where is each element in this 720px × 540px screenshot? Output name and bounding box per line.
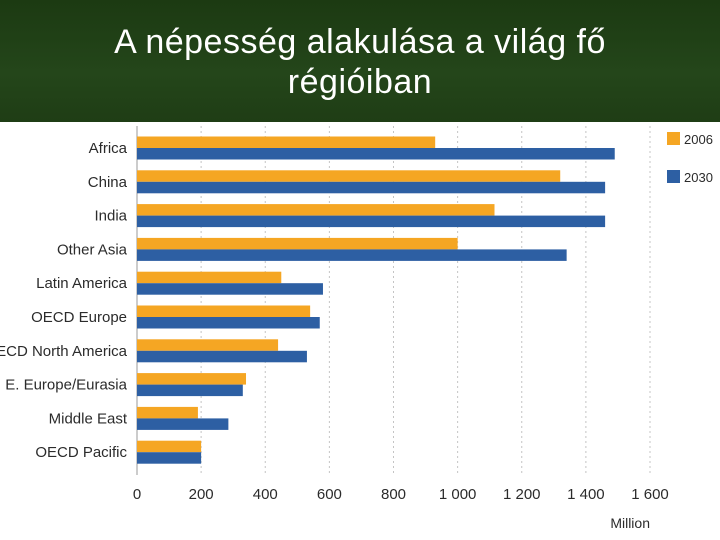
title-line-1: A népesség alakulása a világ fő — [114, 23, 606, 61]
x-tick-label: 800 — [381, 486, 406, 503]
bar-2030-africa — [137, 148, 615, 160]
category-label: OECD North America — [0, 343, 128, 360]
title-bar — [0, 0, 720, 122]
x-tick-label: 600 — [317, 486, 342, 503]
bar-2030-latin-america — [137, 283, 323, 295]
category-label: Other Asia — [57, 241, 128, 258]
x-tick-label: 1 000 — [439, 486, 477, 503]
bar-2006-china — [137, 170, 561, 182]
bar-2030-india — [137, 215, 606, 228]
bar-2030-other-asia — [137, 249, 567, 261]
x-tick-label: 1 600 — [631, 486, 669, 503]
bar-2030-middle-east — [137, 418, 229, 430]
legend-swatch-2006 — [667, 132, 680, 145]
legend-label-2030: 2030 — [684, 170, 713, 185]
bar-2006-africa — [137, 136, 436, 148]
category-label: India — [94, 208, 127, 225]
x-axis-unit: Million — [610, 515, 650, 531]
bar-2006-oecd-north-america — [137, 339, 279, 351]
bar-2006-india — [137, 204, 495, 216]
bar-2030-e-europe-eurasia — [137, 384, 243, 397]
legend-label-2006: 2006 — [684, 132, 713, 147]
category-label: Latin America — [36, 275, 128, 292]
bar-2006-middle-east — [137, 406, 198, 419]
bar-2006-latin-america — [137, 271, 282, 284]
x-tick-label: 200 — [189, 486, 214, 503]
bar-chart: Africa China India Other Asia Latin America O… — [0, 126, 713, 531]
category-label: Middle East — [49, 410, 128, 427]
bar-2006-other-asia — [137, 237, 458, 250]
category-label: E. Europe/Eurasia — [5, 377, 127, 394]
category-label: China — [88, 174, 128, 191]
category-label: OECD Europe — [31, 309, 127, 326]
category-label: OECD Pacific — [35, 444, 127, 461]
bar-2030-oecd-europe — [137, 317, 320, 329]
bar-2006-oecd-pacific — [137, 440, 202, 453]
bar-2030-oecd-pacific — [137, 452, 202, 464]
x-tick-label: 400 — [253, 486, 278, 503]
page-title: A népesség alakulása a világ fő régióiba… — [0, 22, 720, 102]
legend-swatch-2030 — [667, 170, 680, 183]
x-tick-label: 0 — [133, 486, 141, 503]
bar-2030-oecd-north-america — [137, 350, 307, 363]
bar-2006-oecd-europe — [137, 305, 311, 317]
x-tick-label: 1 400 — [567, 486, 605, 503]
x-tick-label: 1 200 — [503, 486, 541, 503]
bar-2006-e-europe-eurasia — [137, 373, 247, 385]
bar-2030-china — [137, 181, 606, 194]
title-line-2: régióiban — [287, 63, 433, 101]
category-label: Africa — [89, 140, 128, 157]
